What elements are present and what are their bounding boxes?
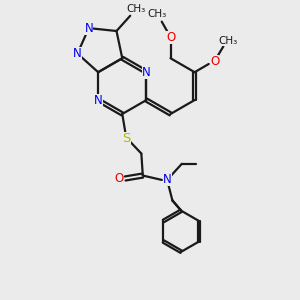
Text: O: O	[210, 55, 219, 68]
Text: O: O	[166, 31, 175, 44]
Text: N: N	[163, 173, 172, 186]
Text: CH₃: CH₃	[127, 4, 146, 14]
Text: O: O	[114, 172, 123, 185]
Text: N: N	[142, 66, 151, 79]
Text: S: S	[122, 131, 131, 145]
Text: CH₃: CH₃	[219, 35, 238, 46]
Text: N: N	[84, 22, 93, 34]
Text: N: N	[94, 94, 103, 106]
Text: CH₃: CH₃	[148, 9, 167, 19]
Text: N: N	[73, 47, 82, 60]
